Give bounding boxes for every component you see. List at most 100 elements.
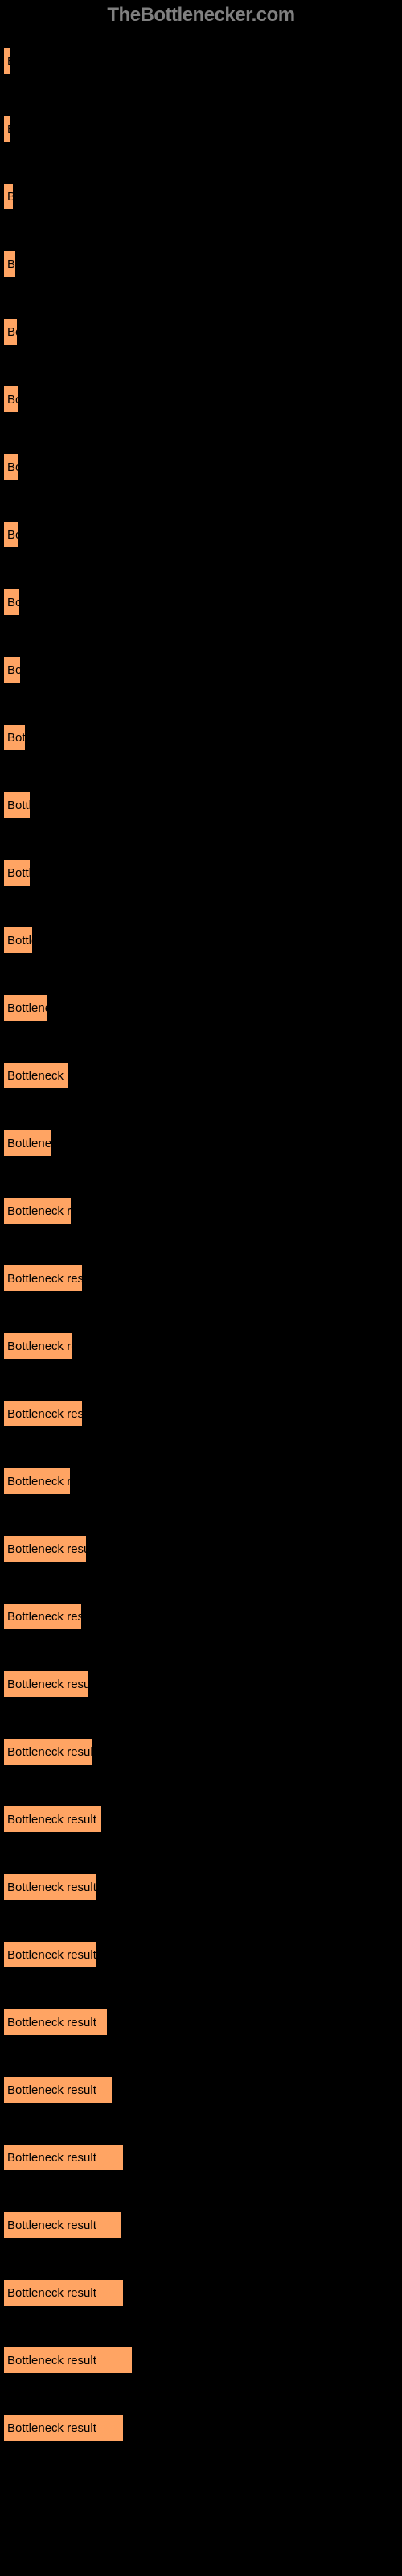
- chart-bar: Bo: [4, 319, 17, 345]
- bar-label: Bottleneck: [7, 1137, 51, 1150]
- bar-label: Bo: [7, 325, 17, 339]
- bar-label: Bottleneck result: [7, 1745, 92, 1759]
- bar-wrapper: Bottleneck res: [4, 1063, 402, 1088]
- chart-bar: Bottleneck res: [4, 1468, 70, 1494]
- chart-bar: Bottleneck result: [4, 1739, 92, 1765]
- bar-label: Bottle: [7, 934, 32, 947]
- bar-wrapper: Bottleneck result: [4, 1874, 402, 1900]
- bar-wrapper: Bottleneck result: [4, 1265, 402, 1291]
- bar-wrapper: Bo: [4, 657, 402, 683]
- bar-wrapper: Bo: [4, 522, 402, 547]
- chart-bar: Bottleneck result: [4, 2145, 123, 2170]
- bar-wrapper: Bottleneck res: [4, 1468, 402, 1494]
- chart-bar: Bottleneck resu: [4, 1333, 72, 1359]
- bar-label: Bottleneck result: [7, 1542, 86, 1556]
- bar-wrapper: Bottleneck result: [4, 2077, 402, 2103]
- chart-bar: Bottleneck result: [4, 2009, 107, 2035]
- bar-label: Bottleneck result: [7, 2286, 96, 2300]
- bar-wrapper: Bo: [4, 319, 402, 345]
- bar-label: Bo: [7, 663, 20, 677]
- chart-bar: Bottleneck result: [4, 2415, 123, 2441]
- chart-bar: Bottleneck resu: [4, 1198, 71, 1224]
- bar-label: Bottle: [7, 799, 30, 812]
- bar-wrapper: Bo: [4, 454, 402, 480]
- bar-wrapper: Bo: [4, 251, 402, 277]
- bar-wrapper: Bottlenec: [4, 995, 402, 1021]
- chart-bar: Bottleneck result: [4, 2212, 121, 2238]
- bar-label: Bo: [7, 460, 18, 474]
- bar-wrapper: Bottleneck result: [4, 2280, 402, 2306]
- bar-wrapper: Bottle: [4, 860, 402, 886]
- chart-bar: B: [4, 116, 10, 142]
- bar-wrapper: Bottleneck result: [4, 1536, 402, 1562]
- bar-wrapper: Bottleneck result: [4, 1806, 402, 1832]
- chart-bar: Bottleneck result: [4, 2077, 112, 2103]
- bar-label: Bottleneck result: [7, 2421, 96, 2435]
- bar-label: Bottleneck result: [7, 2016, 96, 2029]
- bar-wrapper: B: [4, 116, 402, 142]
- chart-bar: Bo: [4, 589, 19, 615]
- chart-bar: Bottleneck result: [4, 1671, 88, 1697]
- bar-wrapper: B: [4, 48, 402, 74]
- chart-bar: Bottleneck result: [4, 1942, 96, 1967]
- bar-label: Bo: [7, 528, 18, 542]
- bar-wrapper: Bottleneck: [4, 1130, 402, 1156]
- bar-wrapper: Bottleneck result: [4, 2415, 402, 2441]
- chart-bar: Bottleneck res: [4, 1063, 68, 1088]
- chart-bar: Bottleneck result: [4, 1401, 82, 1426]
- chart-bar: B: [4, 184, 13, 209]
- bar-wrapper: Bottleneck result: [4, 1942, 402, 1967]
- bar-label: B: [7, 55, 10, 68]
- bar-label: Bottle: [7, 866, 30, 880]
- chart-bar: B: [4, 48, 10, 74]
- chart-bar: Bottlenec: [4, 995, 47, 1021]
- chart-bar: Bottleneck result: [4, 1536, 86, 1562]
- chart-bar: Bottleneck result: [4, 1604, 81, 1629]
- chart-bar: Bo: [4, 454, 18, 480]
- bar-label: Bottleneck resu: [7, 1204, 71, 1218]
- bar-label: Bottleneck result: [7, 1813, 96, 1827]
- bar-wrapper: Bo: [4, 386, 402, 412]
- bar-wrapper: Bottleneck result: [4, 2212, 402, 2238]
- bar-wrapper: Bottleneck result: [4, 1739, 402, 1765]
- bar-wrapper: Bottleneck result: [4, 1671, 402, 1697]
- chart-bar: Bottle: [4, 792, 30, 818]
- bar-label: Bottleneck res: [7, 1069, 68, 1083]
- chart-bar: Bo: [4, 386, 18, 412]
- bar-label: B: [7, 122, 10, 136]
- bar-label: Bottleneck result: [7, 1407, 82, 1421]
- bar-label: Bottleneck result: [7, 2083, 96, 2097]
- chart-bar: Bottleneck result: [4, 1265, 82, 1291]
- bar-label: Bo: [7, 596, 19, 609]
- bar-wrapper: Bottleneck result: [4, 2009, 402, 2035]
- chart-bar: Bottleneck result: [4, 1806, 101, 1832]
- chart-bar: Bottleneck result: [4, 1874, 96, 1900]
- bar-label: Bott: [7, 731, 25, 745]
- bar-wrapper: Bott: [4, 724, 402, 750]
- bar-label: Bottleneck res: [7, 1475, 70, 1488]
- bar-wrapper: Bottleneck result: [4, 2347, 402, 2373]
- bar-label: B: [7, 190, 13, 204]
- bar-label: Bottleneck result: [7, 1678, 88, 1691]
- bar-label: Bottleneck result: [7, 2151, 96, 2165]
- chart-bar: Bo: [4, 522, 18, 547]
- chart-bar: Bottleneck result: [4, 2280, 123, 2306]
- bar-label: Bottleneck result: [7, 1948, 96, 1962]
- watermark-text: TheBottlenecker.com: [107, 4, 294, 27]
- chart-bar: Bottleneck: [4, 1130, 51, 1156]
- bar-wrapper: Bottleneck resu: [4, 1198, 402, 1224]
- bar-label: Bottleneck result: [7, 2219, 96, 2232]
- chart-bar: Bottleneck result: [4, 2347, 132, 2373]
- bar-label: Bottlenec: [7, 1001, 47, 1015]
- bar-wrapper: Bottle: [4, 792, 402, 818]
- bar-wrapper: Bottleneck resu: [4, 1333, 402, 1359]
- bar-label: Bo: [7, 393, 18, 407]
- bar-wrapper: B: [4, 184, 402, 209]
- bar-wrapper: Bo: [4, 589, 402, 615]
- bar-label: Bottleneck result: [7, 1610, 81, 1624]
- bar-label: Bottleneck result: [7, 1272, 82, 1286]
- chart-bar: Bottle: [4, 860, 30, 886]
- bar-wrapper: Bottleneck result: [4, 2145, 402, 2170]
- chart-bar: Bott: [4, 724, 25, 750]
- bar-wrapper: Bottleneck result: [4, 1604, 402, 1629]
